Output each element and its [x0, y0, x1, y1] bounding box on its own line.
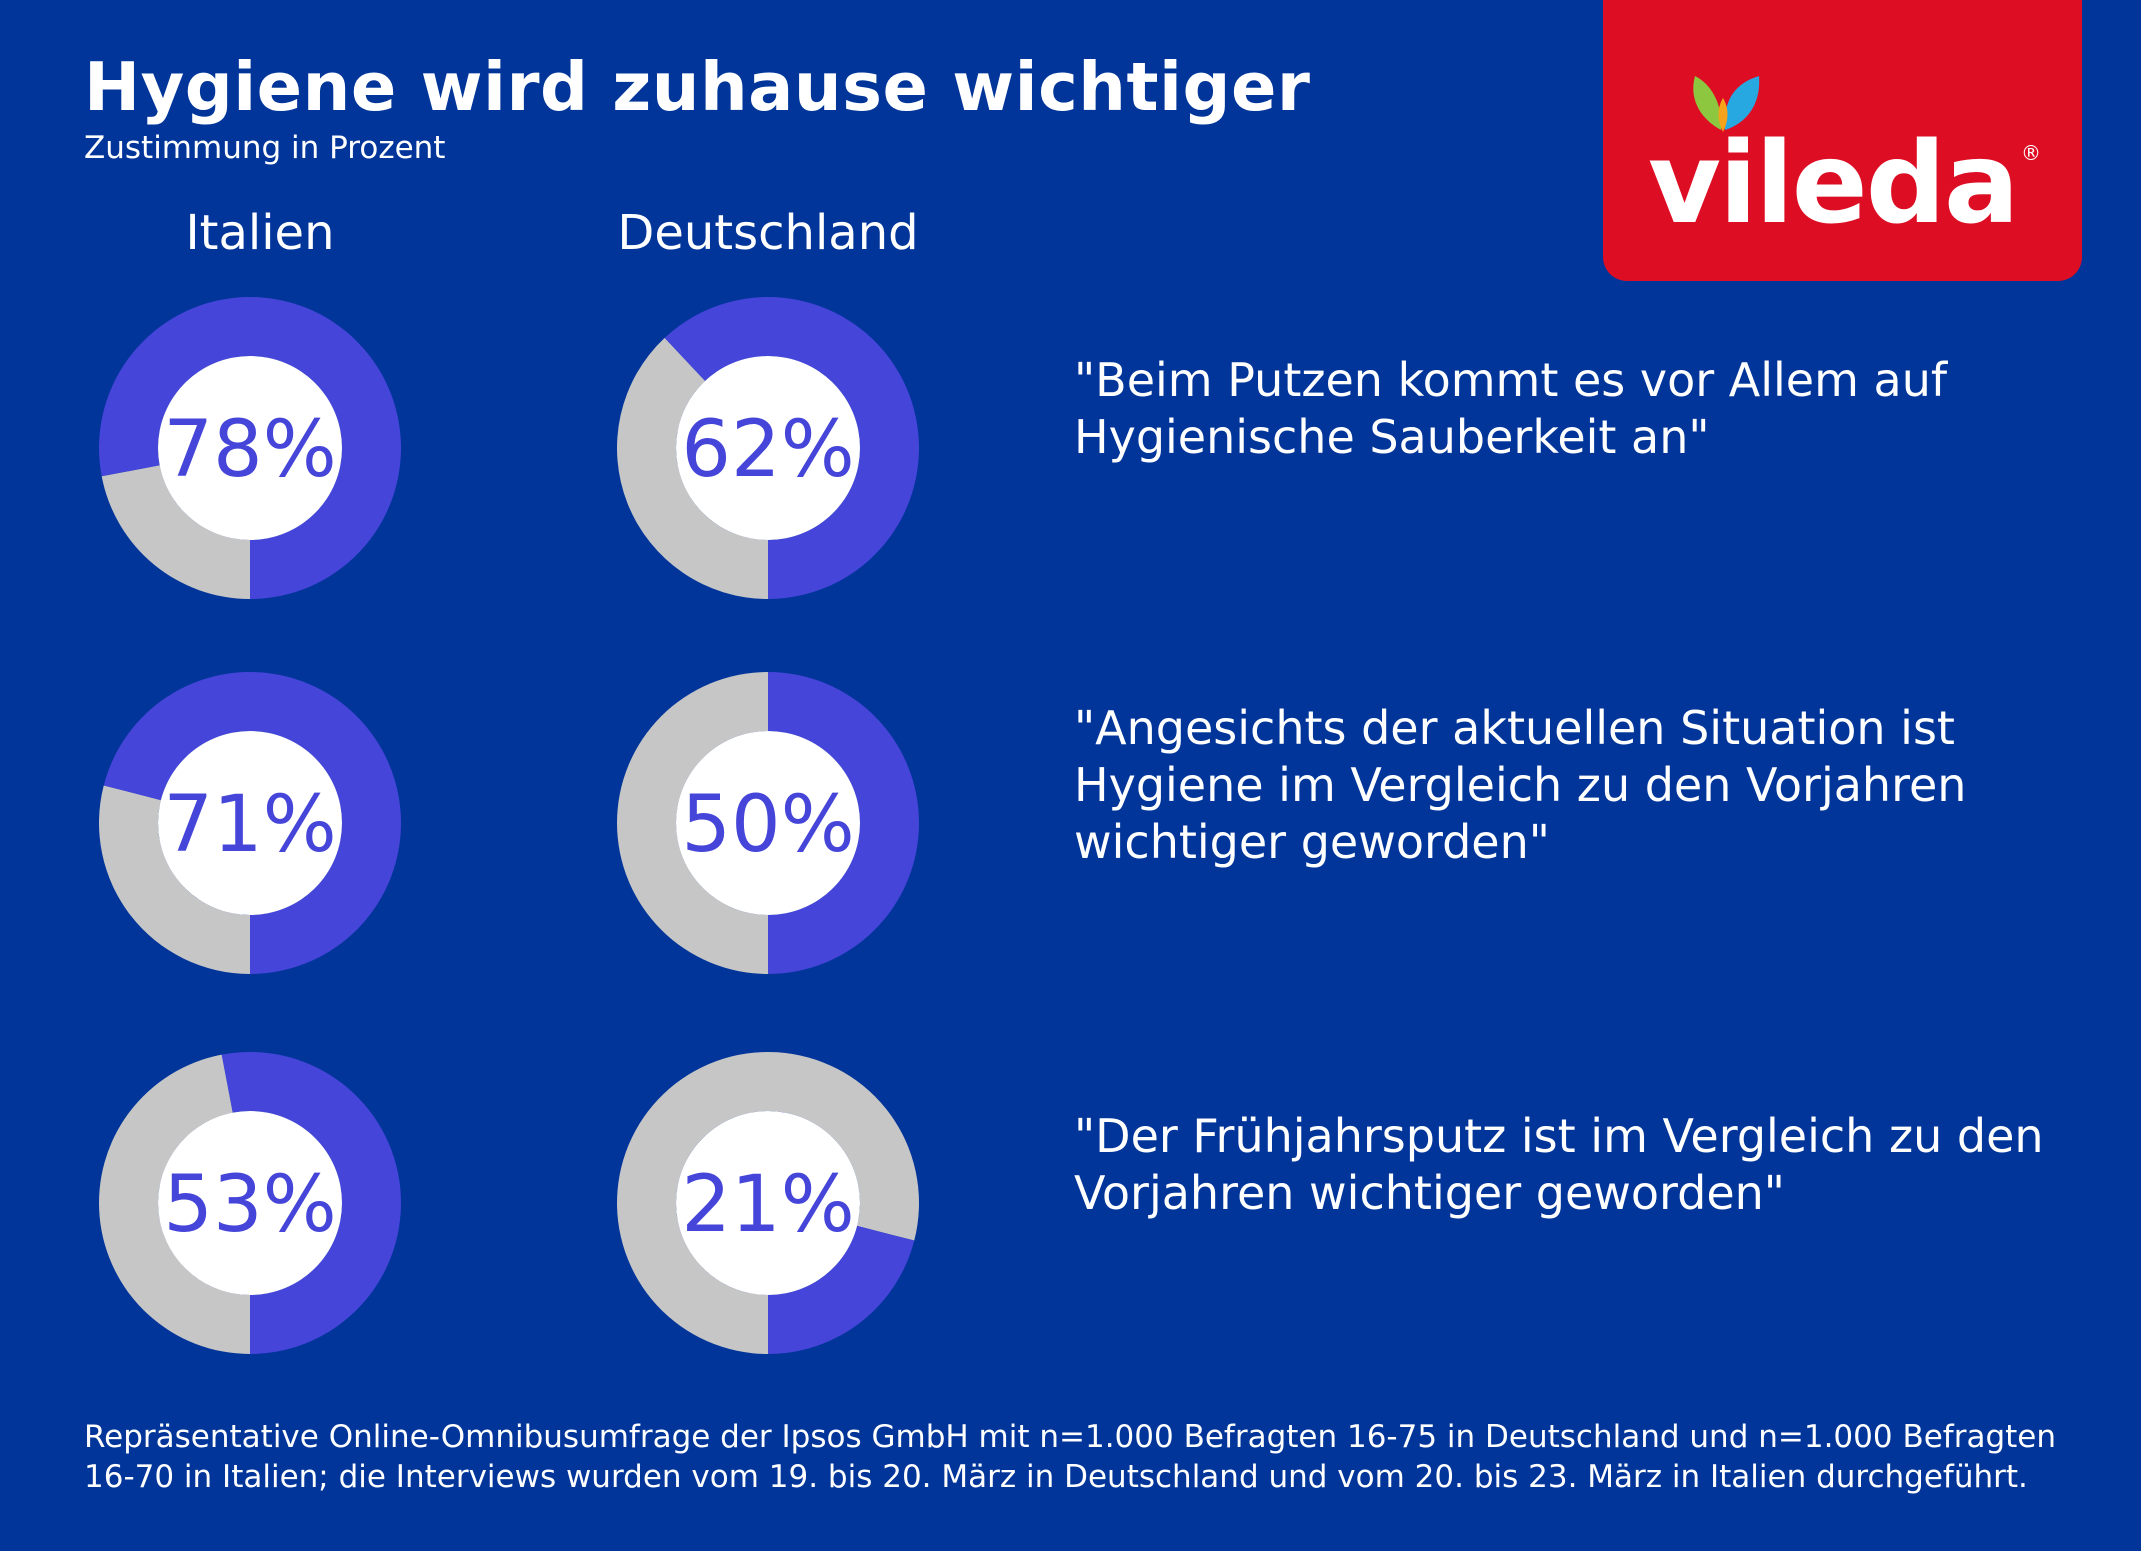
vileda-logo: vileda ®	[1603, 0, 2082, 281]
donut-deutschland-row2-value-label: 50%	[681, 780, 854, 870]
column-header-deutschland: Deutschland	[617, 205, 919, 261]
donut-italien-row2: 71%	[99, 671, 401, 974]
donut-italien-row1-value-label: 78%	[163, 405, 336, 495]
donut-italien-row3-center	[158, 1111, 342, 1295]
infographic-subtitle: Zustimmung in Prozent	[84, 130, 446, 166]
donut-italien-row1-remainder	[101, 465, 250, 599]
donut-deutschland-row1: 62%	[617, 297, 919, 599]
donut-italien-row3: 53%	[99, 1052, 402, 1354]
donut-italien-row2-remainder	[99, 785, 251, 974]
donut-deutschland-row3-remainder	[616, 1052, 919, 1354]
infographic-title: Hygiene wird zuhause wichtiger	[84, 48, 1311, 126]
donut-deutschland-row2-center	[676, 731, 860, 915]
donut-italien-row3-value-label: 53%	[163, 1160, 336, 1250]
donut-italien-row1-value-segment	[98, 297, 402, 599]
registered-mark: ®	[2021, 141, 2041, 165]
statement-3: "Der Frühjahrsputz ist im Vergleich zu d…	[1074, 1109, 2044, 1220]
leaf-icon	[1693, 76, 1760, 132]
donut-italien-row1-center	[158, 356, 342, 540]
donut-deutschland-row3-value-label: 21%	[681, 1160, 854, 1250]
donut-deutschland-row3-center	[676, 1111, 860, 1295]
donut-deutschland-row2: 50%	[617, 672, 919, 974]
donut-deutschland-row3-value-segment	[768, 1225, 915, 1354]
donut-deutschland-row2-value-segment	[768, 672, 919, 974]
logo-wordmark: vileda	[1648, 119, 2018, 249]
donut-italien-row2-center	[158, 731, 342, 915]
donut-deutschland-row1-value-label: 62%	[681, 405, 854, 495]
donut-deutschland-row1-remainder	[617, 337, 768, 599]
donut-italien-row1: 78%	[98, 297, 402, 599]
donut-deutschland-row3: 21%	[616, 1052, 919, 1354]
donut-italien-row2-value-segment	[103, 671, 401, 974]
donut-italien-row3-remainder	[99, 1054, 250, 1354]
statement-2: "Angesichts der aktuellen Situation ist …	[1074, 701, 1967, 869]
donut-italien-row2-value-label: 71%	[163, 780, 336, 870]
statement-1: "Beim Putzen kommt es vor Allem auf Hygi…	[1074, 353, 1948, 464]
donut-deutschland-row2-remainder	[617, 672, 768, 974]
donut-deutschland-row1-value-segment	[664, 297, 919, 599]
survey-footnote: Repräsentative Online-Omnibusumfrage der…	[84, 1419, 2056, 1495]
column-header-italien: Italien	[185, 205, 335, 261]
donut-deutschland-row1-center	[676, 356, 860, 540]
donut-italien-row3-value-segment	[221, 1052, 402, 1354]
